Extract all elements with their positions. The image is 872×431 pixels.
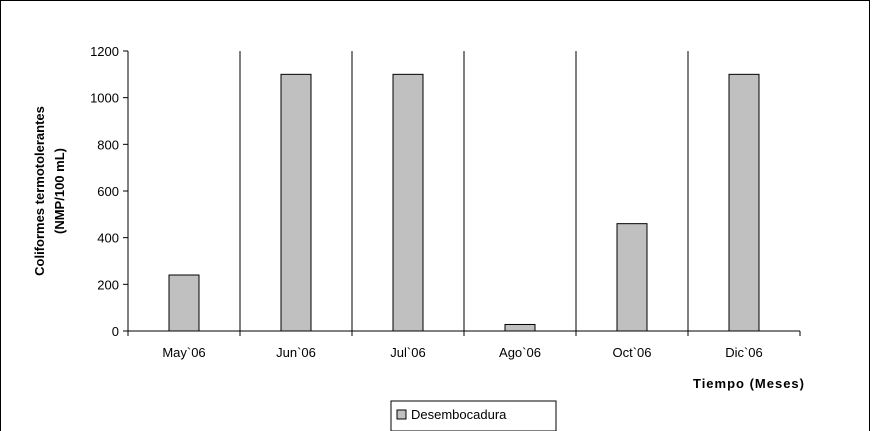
x-tick-label: Ago`06 (499, 345, 541, 360)
legend-label: Desembocadura (411, 407, 507, 422)
bar-oct06 (616, 223, 648, 332)
x-tick-label: May`06 (162, 345, 205, 360)
bar-ago06 (504, 323, 536, 332)
x-tick-label: Jun`06 (276, 345, 316, 360)
y-axis-title-line2: (NMP/100 mL) (52, 148, 67, 234)
bar-dic06 (728, 73, 760, 332)
y-axis-ticks: 0 200 400 600 800 1000 1200 (90, 44, 128, 339)
y-tick-label: 800 (97, 137, 119, 152)
x-tick-label: Dic`06 (725, 345, 763, 360)
bar-jun06 (280, 73, 312, 332)
legend-box (390, 400, 557, 431)
bar-may06 (168, 274, 200, 332)
y-tick-label: 1200 (90, 44, 119, 59)
y-axis-title-line1: Coliformes termotolerantes (32, 106, 47, 276)
x-tick-label: Jul`06 (390, 345, 425, 360)
y-tick-label: 1000 (90, 91, 119, 106)
x-axis-ticks: May`06 Jun`06 Jul`06 Ago`06 Oct`06 Dic`06 (127, 331, 801, 360)
y-tick-label: 200 (97, 277, 119, 292)
category-separators (239, 51, 689, 331)
bars (168, 73, 760, 332)
x-axis-title: Tiempo (Meses) (693, 376, 805, 391)
x-tick-label: Oct`06 (612, 345, 651, 360)
y-tick-label: 400 (97, 231, 119, 246)
legend-swatch (396, 409, 407, 420)
y-tick-label: 600 (97, 184, 119, 199)
y-tick-label: 0 (112, 324, 119, 339)
legend: Desembocadura (390, 400, 557, 431)
bar-jul06 (392, 73, 424, 332)
